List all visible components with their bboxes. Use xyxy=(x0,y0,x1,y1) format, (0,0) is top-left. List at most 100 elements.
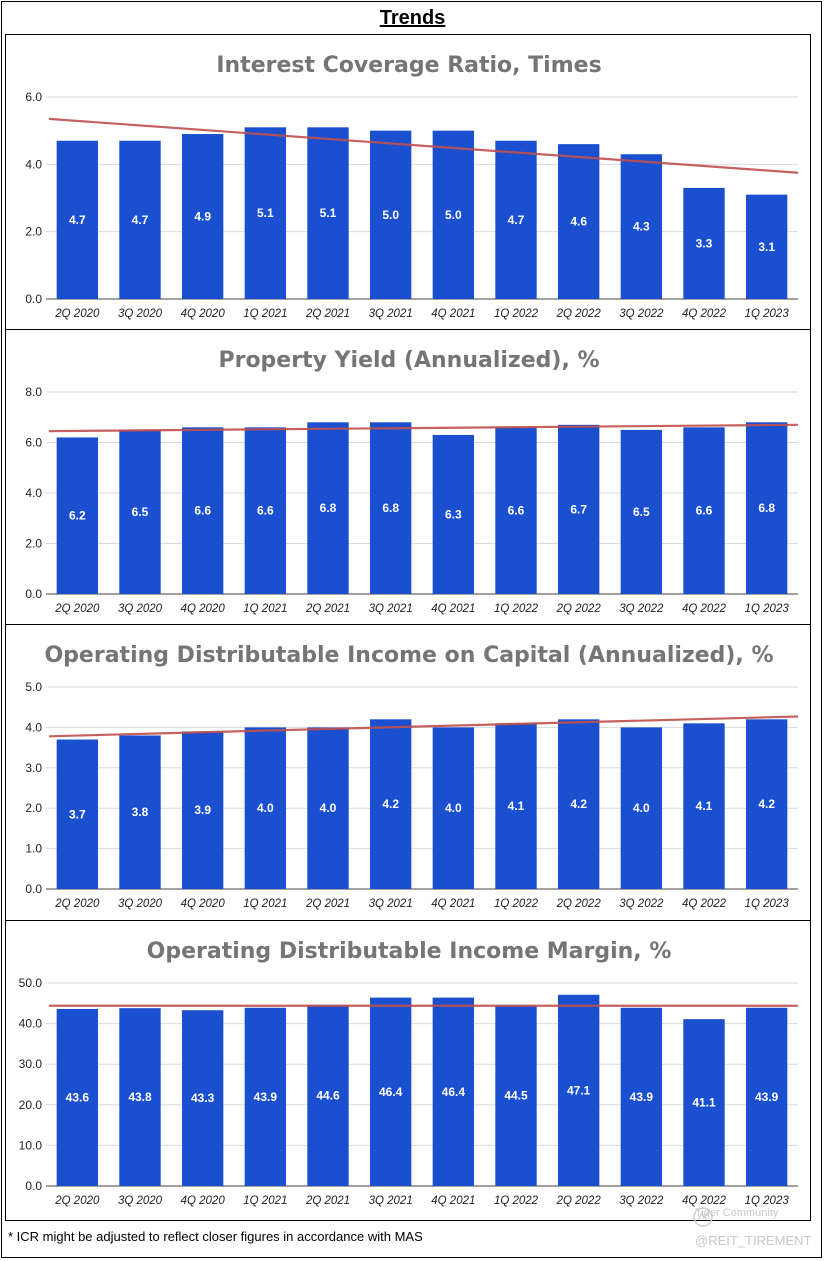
x-tick-label: 1Q 2022 xyxy=(494,898,539,910)
bar xyxy=(620,1007,663,1186)
x-tick-label: 4Q 2020 xyxy=(181,308,226,320)
chart-title: Interest Coverage Ratio, Times xyxy=(216,53,601,78)
bar-value-label: 4.2 xyxy=(382,797,399,811)
bar-value-label: 43.3 xyxy=(191,1091,215,1105)
bar xyxy=(307,1004,349,1186)
bar xyxy=(557,719,600,889)
bar-value-label: 41.1 xyxy=(692,1096,716,1110)
x-tick-label: 1Q 2023 xyxy=(745,603,790,615)
bar xyxy=(620,429,663,594)
x-tick-label: 2Q 2020 xyxy=(54,603,100,615)
chart-panel-interest-coverage: Interest Coverage Ratio, Times 0.0 2.0 4.0 6… xyxy=(5,34,811,330)
y-tick-label: 8.0 xyxy=(25,385,42,399)
bar xyxy=(432,434,475,594)
bar xyxy=(495,1005,537,1186)
chart-svg-odi-margin: Operating Distributable Income Margin, %… xyxy=(19,939,798,1207)
bar-value-label: 6.5 xyxy=(633,505,650,519)
bar-value-label: 3.7 xyxy=(69,807,86,821)
y-tick-label: 5.0 xyxy=(25,680,42,694)
x-tick-label: 3Q 2022 xyxy=(619,308,664,320)
bar xyxy=(557,424,600,594)
trendline xyxy=(48,117,799,174)
x-tick-label: 1Q 2022 xyxy=(494,308,539,320)
bar-value-label: 6.3 xyxy=(445,507,462,521)
bar-value-label: 47.1 xyxy=(567,1083,591,1097)
bar xyxy=(495,723,537,889)
bar xyxy=(119,1008,161,1186)
x-tick-label: 4Q 2022 xyxy=(682,1195,727,1207)
y-tick-label: 4.0 xyxy=(25,157,42,171)
bar-value-label: 6.8 xyxy=(382,501,399,515)
bar xyxy=(307,727,349,889)
bar-value-label: 5.1 xyxy=(257,206,274,220)
y-tick-label: 2.0 xyxy=(25,801,42,815)
bar-value-label: 43.9 xyxy=(630,1090,654,1104)
bar-value-label: 4.3 xyxy=(633,220,650,234)
x-tick-label: 2Q 2022 xyxy=(556,898,602,910)
bar-value-label: 4.7 xyxy=(69,213,86,227)
x-tick-label: 1Q 2021 xyxy=(243,898,287,910)
x-tick-label: 3Q 2022 xyxy=(619,603,664,615)
chart-svg-odi-on-capital: Operating Distributable Income on Capita… xyxy=(25,643,799,910)
chart-panel-odi-on-capital: Operating Distributable Income on Capita… xyxy=(5,624,811,921)
bar-value-label: 4.2 xyxy=(570,797,587,811)
bar-value-label: 6.6 xyxy=(696,504,713,518)
bar xyxy=(557,994,600,1186)
x-tick-label: 4Q 2022 xyxy=(682,603,727,615)
bar xyxy=(745,422,788,594)
x-tick-label: 3Q 2020 xyxy=(118,308,163,320)
chart-title: Property Yield (Annualized), % xyxy=(218,348,599,373)
bar xyxy=(181,731,224,889)
page-title: Trends xyxy=(379,7,446,29)
x-tick-label: 4Q 2020 xyxy=(181,1195,226,1207)
bar-value-label: 4.9 xyxy=(194,210,211,224)
x-tick-label: 3Q 2020 xyxy=(118,898,163,910)
bar xyxy=(56,437,99,594)
y-tick-label: 0.0 xyxy=(25,882,42,896)
bar-value-label: 3.9 xyxy=(194,803,211,817)
bar-value-label: 3.1 xyxy=(758,240,775,254)
y-tick-label: 0.0 xyxy=(25,292,42,306)
bar-value-label: 46.4 xyxy=(442,1085,466,1099)
x-tick-label: 3Q 2022 xyxy=(619,898,664,910)
y-tick-label: 6.0 xyxy=(25,436,42,450)
bar-value-label: 4.1 xyxy=(508,799,525,813)
x-tick-label: 2Q 2020 xyxy=(54,1195,100,1207)
bar-value-label: 4.6 xyxy=(570,215,587,229)
bar-value-label: 4.2 xyxy=(758,797,775,811)
bar-value-label: 3.3 xyxy=(696,236,713,250)
bar xyxy=(369,422,412,594)
bar-value-label: 46.4 xyxy=(379,1085,403,1099)
bar xyxy=(432,727,475,889)
bar xyxy=(119,429,161,594)
bar xyxy=(620,154,663,299)
bar-value-label: 6.5 xyxy=(132,505,149,519)
bar xyxy=(369,719,412,889)
bar xyxy=(495,427,537,594)
bar-value-label: 6.6 xyxy=(508,504,525,518)
bar xyxy=(369,997,412,1186)
chart-panel-property-yield: Property Yield (Annualized), % 0.0 2.0 4.0 6… xyxy=(5,329,811,625)
x-tick-label: 3Q 2021 xyxy=(369,603,413,615)
bar-value-label: 43.9 xyxy=(755,1090,779,1104)
bar-value-label: 4.7 xyxy=(132,213,149,227)
chart-panel-odi-margin: Operating Distributable Income Margin, %… xyxy=(5,920,811,1221)
bar xyxy=(181,1010,224,1186)
x-tick-label: 4Q 2022 xyxy=(682,898,727,910)
bar xyxy=(432,130,475,299)
y-tick-label: 30.0 xyxy=(19,1057,43,1071)
bar xyxy=(683,427,725,594)
bar-value-label: 4.0 xyxy=(633,801,650,815)
bar-value-label: 3.8 xyxy=(132,805,149,819)
bar xyxy=(181,134,224,299)
y-tick-label: 2.0 xyxy=(25,225,42,239)
x-tick-label: 2Q 2021 xyxy=(305,898,350,910)
bar-value-label: 44.6 xyxy=(316,1088,340,1102)
x-tick-label: 2Q 2021 xyxy=(305,603,350,615)
x-tick-label: 3Q 2021 xyxy=(369,308,413,320)
x-tick-label: 1Q 2023 xyxy=(745,308,790,320)
bar-value-label: 6.8 xyxy=(320,501,337,515)
bar-value-label: 4.7 xyxy=(508,213,525,227)
trendline xyxy=(48,715,799,738)
x-tick-label: 4Q 2020 xyxy=(181,603,226,615)
